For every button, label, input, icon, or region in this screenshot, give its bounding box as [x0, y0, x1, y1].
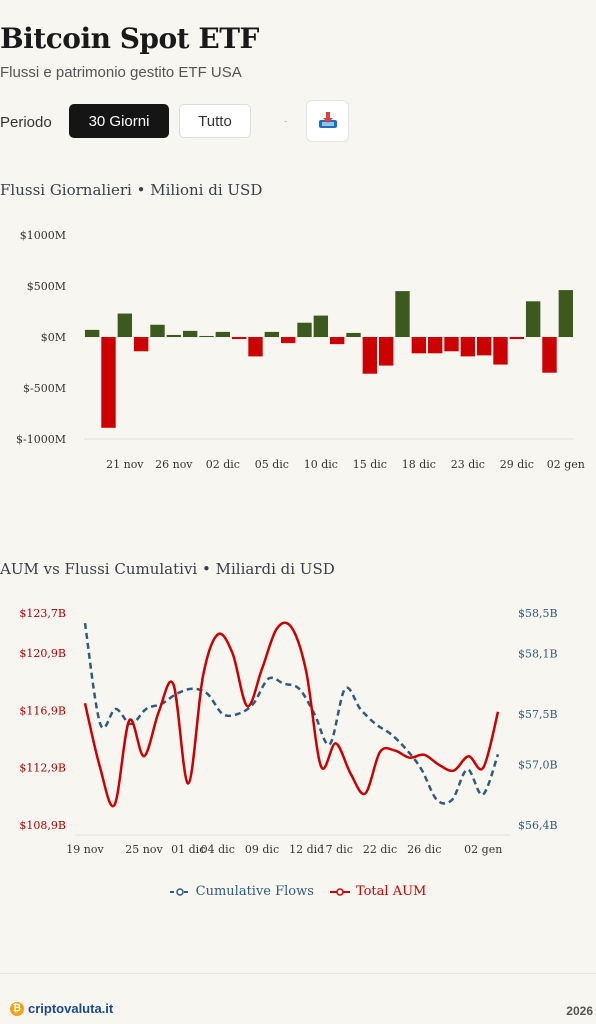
flows-y-tick-label: $-1000M [16, 433, 66, 446]
legend-total-aum-swatch [329, 887, 350, 896]
flows-x-tick-label: 02 dic [206, 458, 240, 471]
period-30-days-button[interactable]: 30 Giorni [69, 104, 169, 138]
flow-bar [558, 290, 574, 337]
aum-left-y-tick-label: $123,7B [19, 607, 66, 620]
aum-right-y-tick-label: $56,4B [518, 819, 558, 832]
flows-y-tick-label: $500M [27, 280, 66, 293]
flow-bar [509, 337, 525, 340]
flows-y-tick-label: $0M [41, 331, 66, 344]
cumulative-flows-line [83, 622, 500, 805]
flows-chart-title: Flussi Giornalieri • Milioni di USD [0, 181, 263, 199]
legend-total-aum-label: Total AUM [355, 884, 427, 899]
flow-bar [411, 337, 427, 354]
aum-chart-title: AUM vs Flussi Cumulativi • Miliardi di U… [0, 560, 335, 578]
aum-right-y-tick-label: $58,1B [518, 647, 558, 660]
aum-left-y-tick-label: $116,9B [19, 704, 66, 717]
flow-bar [231, 337, 247, 340]
flow-bar [460, 337, 476, 357]
flows-x-tick-label: 23 dic [451, 458, 485, 471]
page-title: Bitcoin Spot ETF [0, 22, 259, 55]
flow-bar [313, 315, 329, 337]
legend-cumulative-flows[interactable]: Cumulative Flows [169, 884, 314, 899]
flows-x-tick-label: 15 dic [353, 458, 387, 471]
flow-bar [542, 337, 557, 373]
flow-bar [101, 337, 116, 428]
brand-logo[interactable]: ₿ criptovaluta.it [10, 1001, 113, 1016]
flow-bar [525, 301, 541, 337]
download-button[interactable] [306, 100, 349, 142]
flow-bar [346, 332, 361, 337]
flow-bar [493, 337, 508, 365]
flow-bar [329, 337, 345, 345]
flows-x-tick-label: 21 nov [106, 458, 144, 471]
daily-flows-chart: $1000M $500M $0M $-500M $-1000M 21 nov 26 nov 0… [16, 229, 585, 471]
flow-bar [199, 335, 214, 337]
period-label: Periodo [0, 114, 52, 131]
aum-right-y-tick-label: $57,5B [518, 708, 558, 721]
footer-year: 2026 [566, 1004, 593, 1018]
flow-bar [133, 337, 149, 352]
legend-total-aum[interactable]: Total AUM [329, 884, 427, 899]
aum-left-y-tick-label: $108,9B [19, 819, 66, 832]
flow-bar [378, 337, 394, 366]
flow-bar [117, 313, 133, 337]
aum-right-y-tick-label: $58,5B [518, 607, 558, 620]
flow-bar [444, 337, 459, 352]
separator-dot [284, 121, 287, 122]
aum-x-tick-label: 25 nov [125, 843, 163, 856]
aum-left-y-tick-label: $120,9B [19, 647, 66, 660]
aum-vs-flows-chart: $123,7B $120,9B $116,9B $112,9B $108,9B $58,5… [19, 607, 558, 856]
total-aum-line [83, 621, 500, 808]
flows-x-tick-label: 18 dic [402, 458, 436, 471]
flow-bar [84, 329, 100, 337]
flow-bar [182, 330, 198, 337]
aum-x-tick-label: 04 dic [201, 843, 235, 856]
legend-cumulative-flows-label: Cumulative Flows [195, 884, 314, 899]
flows-x-tick-label: 02 gen [547, 458, 585, 471]
flow-bar [150, 324, 165, 337]
flow-bar [476, 337, 492, 356]
legend-cumulative-flows-swatch [169, 887, 190, 896]
aum-x-tick-label: 26 dic [407, 843, 441, 856]
flow-bar [297, 322, 312, 337]
download-icon [318, 112, 337, 128]
aum-x-tick-label: 17 dic [319, 843, 353, 856]
aum-right-y-tick-label: $57,0B [518, 758, 558, 771]
aum-x-tick-label: 01 dic [171, 843, 205, 856]
brand-name: criptovaluta.it [28, 1001, 114, 1016]
flow-bar [248, 337, 263, 357]
coin-icon: ₿ [10, 1001, 24, 1016]
flows-y-tick-label: $1000M [20, 229, 66, 242]
period-all-button[interactable]: Tutto [179, 104, 251, 138]
aum-left-y-tick-label: $112,9B [19, 762, 66, 775]
aum-x-tick-label: 22 dic [363, 843, 397, 856]
aum-x-tick-label: 09 dic [245, 843, 279, 856]
flow-bar [427, 337, 443, 354]
flow-bar [166, 334, 182, 337]
flows-x-tick-label: 10 dic [304, 458, 338, 471]
aum-x-tick-label: 02 gen [464, 843, 502, 856]
flow-bar [362, 337, 378, 374]
flow-bar [264, 331, 280, 337]
aum-chart-legend: Cumulative Flows Total AUM [0, 884, 596, 899]
page-subtitle: Flussi e patrimonio gestito ETF USA [0, 64, 242, 81]
flow-bar [215, 331, 231, 337]
flows-x-tick-label: 26 nov [155, 458, 193, 471]
flow-bar [280, 337, 296, 344]
aum-x-tick-label: 19 nov [66, 843, 104, 856]
footer-divider [0, 973, 596, 974]
aum-x-tick-label: 12 dic [289, 843, 323, 856]
flows-x-tick-label: 05 dic [255, 458, 289, 471]
flows-x-tick-label: 29 dic [500, 458, 534, 471]
flows-y-tick-label: $-500M [23, 382, 66, 395]
flow-bar [395, 291, 410, 337]
